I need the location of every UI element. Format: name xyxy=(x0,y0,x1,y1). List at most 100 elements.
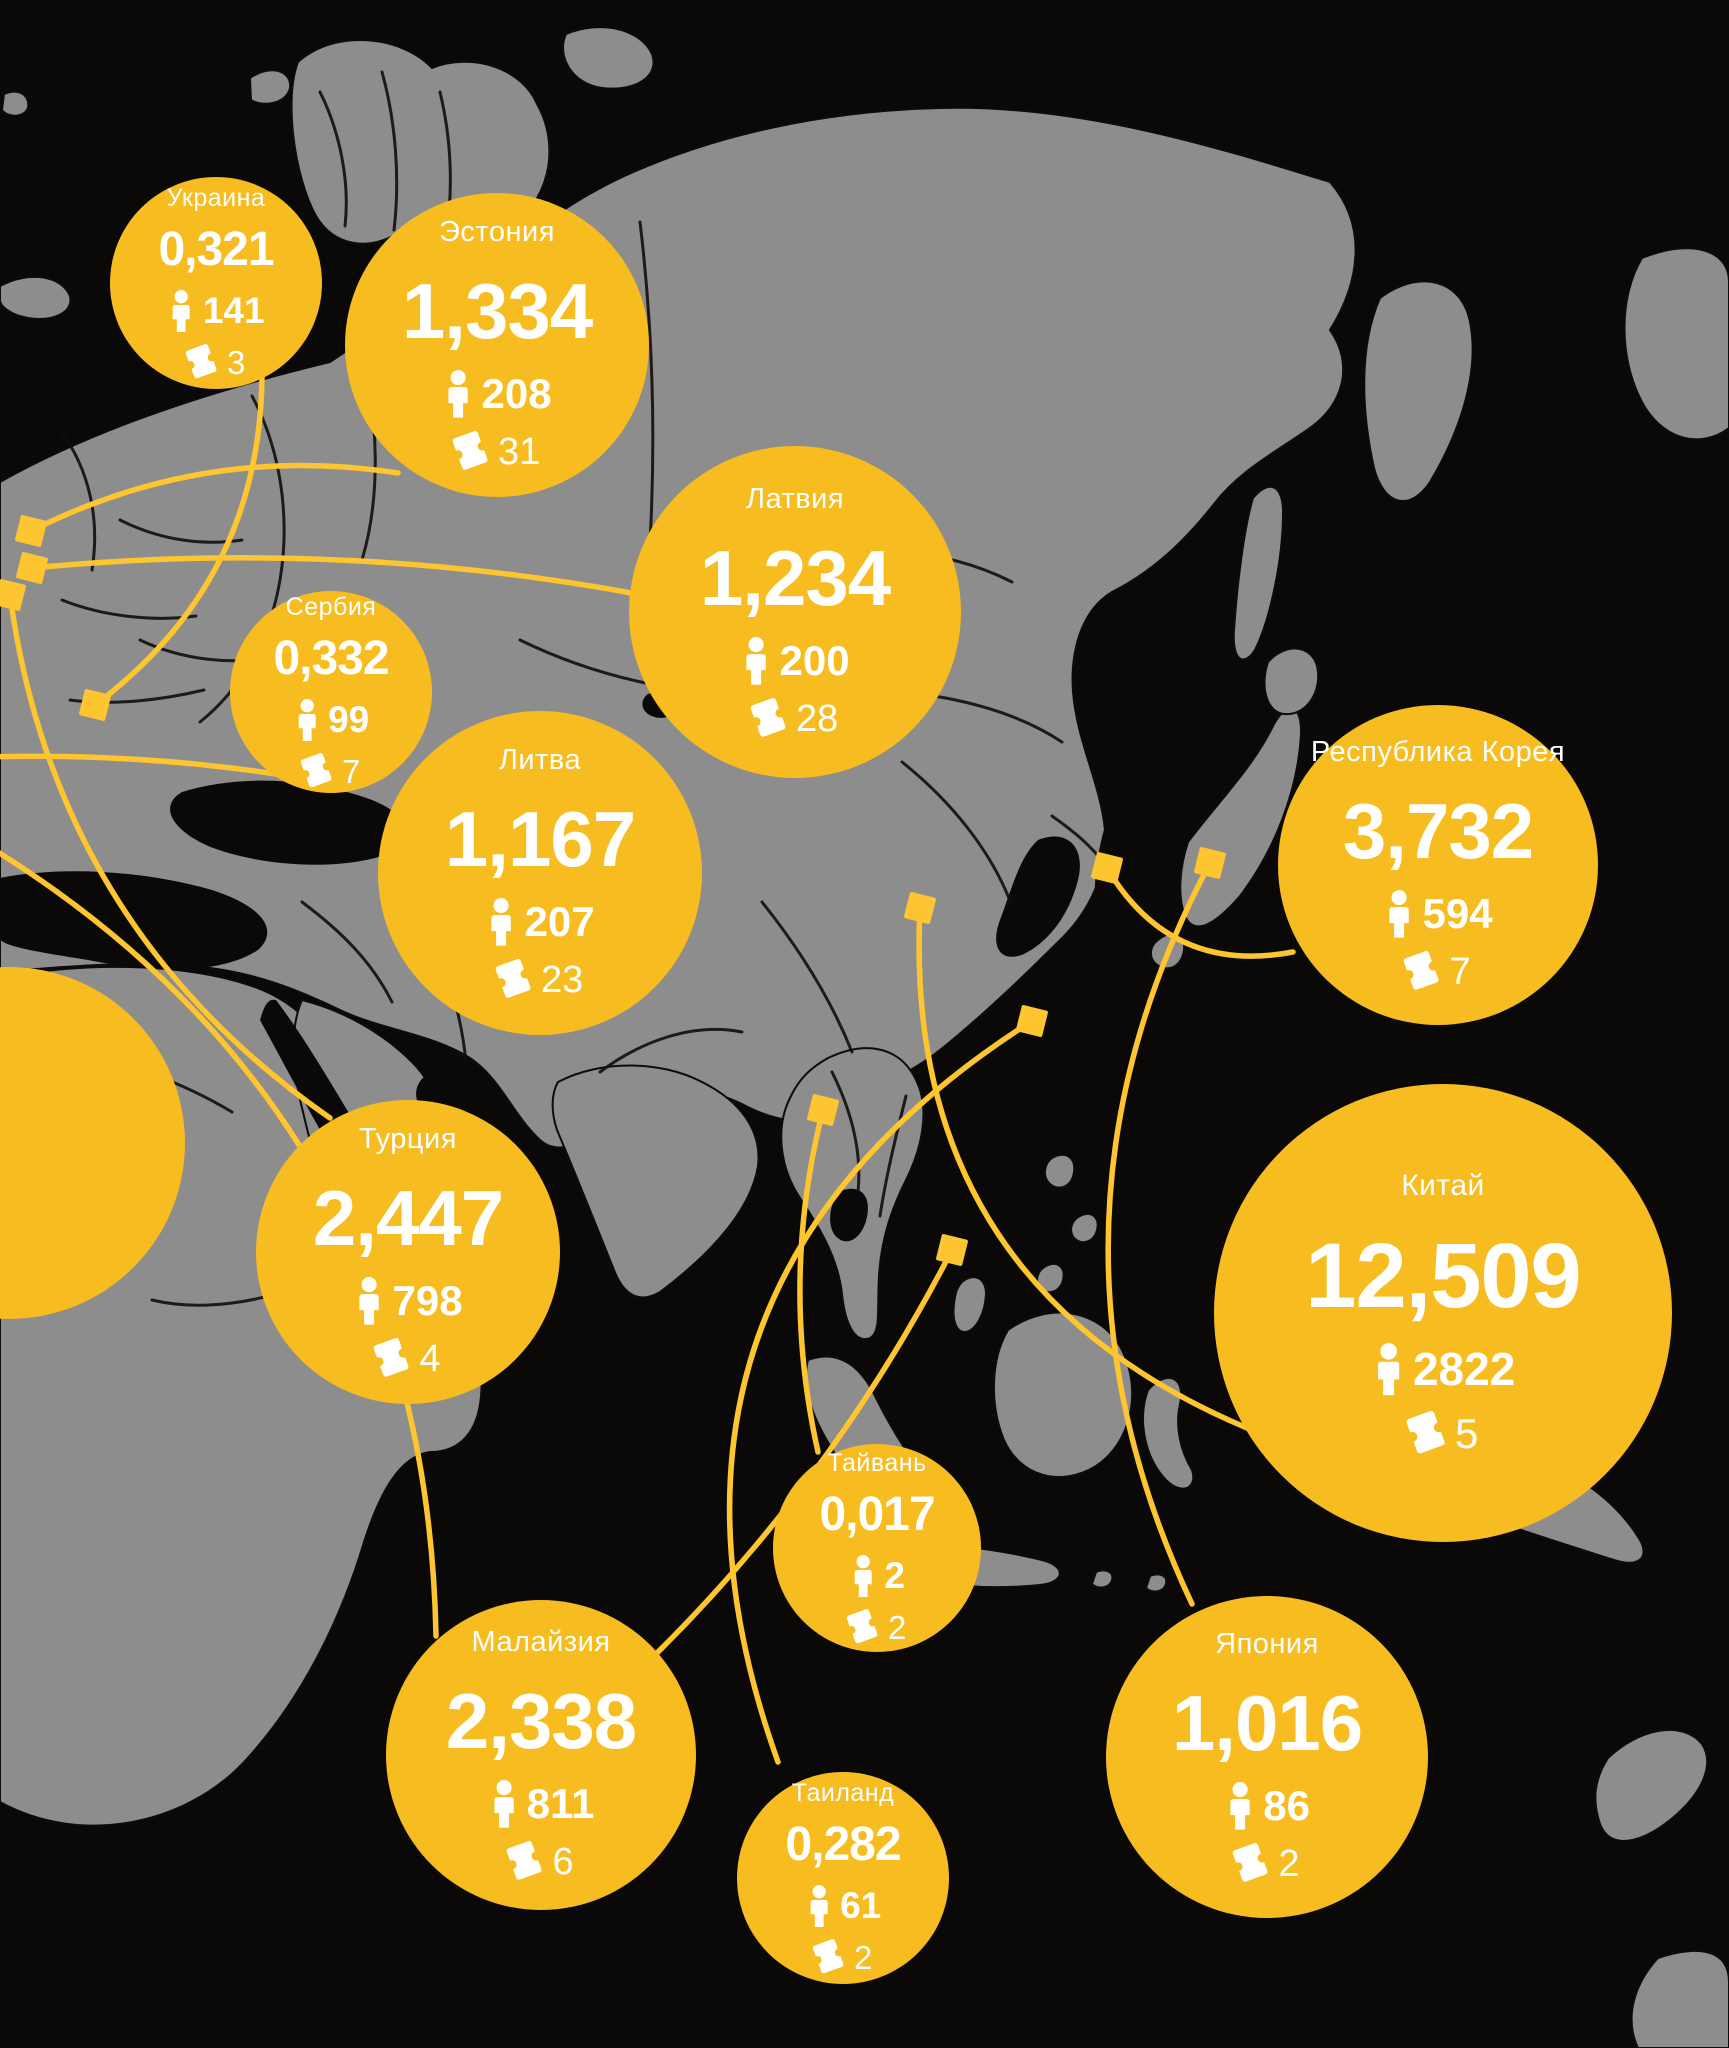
country-bubble: Республика Корея 3,732 594 7 xyxy=(1278,705,1598,1025)
ticket-stat: 7 xyxy=(300,753,361,791)
ticket-stat: 2 xyxy=(812,1939,873,1977)
country-bubble: Тайвань 0,017 2 2 xyxy=(773,1444,981,1652)
country-value: 1,016 xyxy=(1171,1679,1363,1768)
people-stat: 208 xyxy=(442,369,552,418)
ticket-icon xyxy=(374,1337,409,1377)
person-icon xyxy=(1377,1342,1399,1396)
ticket-count: 7 xyxy=(1449,950,1471,993)
ticket-count: 6 xyxy=(552,1840,574,1883)
ticket-icon xyxy=(750,697,786,737)
country-bubble: Латвия 1,234 200 28 xyxy=(629,446,961,778)
country-bubble: Таиланд 0,282 61 2 xyxy=(737,1772,949,1984)
origin-marker xyxy=(904,892,936,924)
people-stat: 61 xyxy=(805,1884,882,1928)
people-stat: 86 xyxy=(1224,1781,1310,1830)
country-name: Республика Корея xyxy=(1310,736,1566,769)
people-count: 594 xyxy=(1422,889,1493,937)
people-count: 61 xyxy=(840,1885,882,1927)
people-count: 2 xyxy=(884,1555,905,1597)
ticket-count: 23 xyxy=(540,958,584,1001)
ticket-icon xyxy=(495,958,531,998)
connection-arc xyxy=(726,1018,1035,1765)
ticket-stat: 3 xyxy=(185,344,246,382)
country-value: 2,447 xyxy=(312,1174,504,1263)
country-value: 2,338 xyxy=(445,1677,637,1766)
person-icon xyxy=(810,1884,828,1927)
country-value: 0,282 xyxy=(785,1817,901,1871)
origin-marker xyxy=(1091,852,1123,884)
connection-arc xyxy=(7,592,333,1121)
ticket-stat: 2 xyxy=(846,1609,907,1647)
connection-arc xyxy=(916,905,1250,1431)
people-count: 141 xyxy=(202,290,265,332)
connection-arc xyxy=(797,1107,826,1455)
person-icon xyxy=(746,636,767,685)
people-stat: 99 xyxy=(293,698,370,742)
ticket-icon xyxy=(185,344,217,379)
country-value: 12,509 xyxy=(1305,1224,1581,1327)
people-stat: 811 xyxy=(488,1779,594,1828)
country-value: 1,167 xyxy=(444,795,636,884)
origin-marker xyxy=(1016,1005,1048,1037)
person-icon xyxy=(1230,1781,1250,1830)
person-icon xyxy=(448,369,469,418)
country-value: 0,321 xyxy=(158,222,274,276)
people-count: 207 xyxy=(524,897,595,945)
connection-arc xyxy=(92,369,265,708)
origin-marker xyxy=(807,1094,839,1126)
people-stat: 141 xyxy=(167,289,265,333)
ticket-icon xyxy=(1404,950,1439,990)
people-stat: 798 xyxy=(353,1276,463,1325)
origin-marker xyxy=(15,515,47,547)
person-icon xyxy=(298,698,316,741)
people-stat: 594 xyxy=(1383,889,1493,938)
country-value: 0,332 xyxy=(273,631,389,685)
ticket-icon xyxy=(452,430,488,470)
person-icon xyxy=(854,1554,872,1597)
connection-arcs xyxy=(0,369,1296,1765)
ticket-count: 2 xyxy=(853,1939,873,1977)
ticket-stat: 2 xyxy=(1233,1842,1300,1885)
person-icon xyxy=(173,289,191,332)
ticket-count: 28 xyxy=(795,697,839,740)
ticket-count: 2 xyxy=(1278,1842,1300,1885)
country-name: Китай xyxy=(1401,1168,1485,1202)
origin-marker xyxy=(0,579,26,611)
origin-marker xyxy=(16,552,48,584)
origin-marker xyxy=(936,1234,968,1266)
origin-marker xyxy=(79,689,111,721)
ticket-count: 2 xyxy=(887,1609,907,1647)
connection-arc xyxy=(1105,860,1213,1607)
country-bubble: Сербия 0,332 99 7 xyxy=(230,591,432,793)
country-name: Япония xyxy=(1215,1628,1319,1661)
country-name: Турция xyxy=(359,1123,457,1156)
people-stat: 2 xyxy=(849,1554,905,1598)
ticket-icon xyxy=(507,1840,542,1880)
ticket-icon xyxy=(812,1939,844,1974)
ticket-icon xyxy=(846,1609,878,1644)
country-bubble: Литва 1,167 207 23 xyxy=(378,711,702,1035)
ticket-count: 31 xyxy=(497,430,541,473)
ticket-stat: 5 xyxy=(1406,1410,1478,1456)
country-name: Литва xyxy=(498,744,582,777)
ticket-stat: 6 xyxy=(507,1840,574,1883)
ticket-stat: 4 xyxy=(374,1337,441,1379)
country-bubble: Япония 1,016 86 2 xyxy=(1106,1596,1428,1918)
people-count: 200 xyxy=(779,636,850,684)
ticket-icon xyxy=(300,753,332,788)
person-icon xyxy=(493,1779,514,1828)
origin-markers xyxy=(0,515,1226,1266)
people-count: 99 xyxy=(328,699,370,741)
connection-arc xyxy=(28,462,401,534)
country-bubble: Турция 2,447 798 4 xyxy=(256,1100,560,1404)
origin-marker xyxy=(1194,847,1226,879)
people-count: 2822 xyxy=(1412,1343,1516,1396)
country-value: 1,234 xyxy=(699,534,891,623)
people-stat: 2822 xyxy=(1371,1342,1516,1396)
ticket-count: 3 xyxy=(226,344,246,382)
ticket-count: 7 xyxy=(341,753,361,791)
ticket-icon xyxy=(1233,1842,1268,1882)
ticket-stat: 28 xyxy=(750,697,839,740)
country-value: 3,732 xyxy=(1342,787,1534,876)
